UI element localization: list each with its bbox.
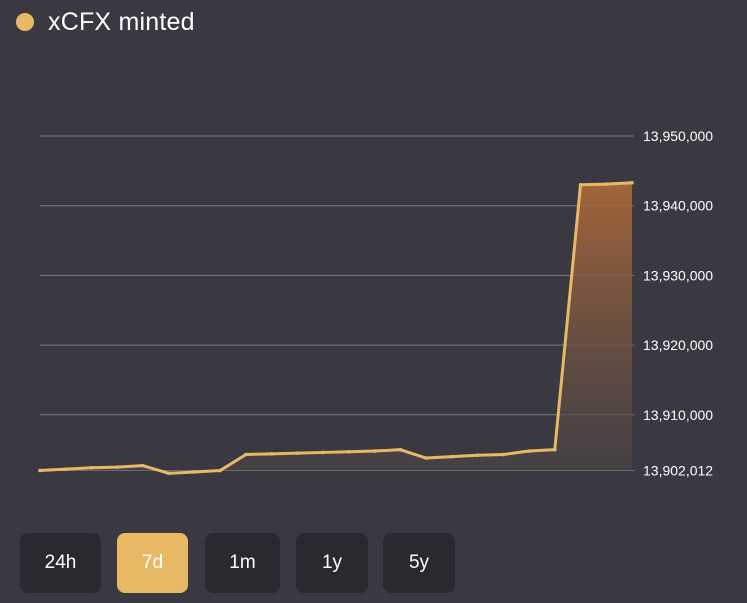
data-point: [398, 447, 403, 452]
area-fill-path: [40, 182, 632, 474]
data-point: [63, 467, 68, 471]
data-point: [630, 180, 634, 185]
range-button-label: 5y: [408, 552, 430, 573]
data-point: [424, 456, 428, 460]
chart-header: xCFX minted: [16, 6, 195, 38]
area-chart: 13,950,000 13,940,000 13,930,000 13,920,000…: [38, 128, 713, 478]
data-point: [501, 452, 506, 457]
data-point: [295, 451, 300, 455]
series-line: [39, 181, 633, 475]
data-point: [372, 449, 377, 453]
data-point: [347, 449, 351, 454]
data-point: [166, 471, 171, 476]
data-point: [552, 447, 557, 452]
series-line-path: [39, 181, 633, 475]
range-button-7d[interactable]: 7d: [117, 533, 188, 593]
y-tick-label: 13,920,000: [643, 337, 713, 353]
y-tick-label: 13,902,012: [643, 462, 713, 478]
data-point: [604, 182, 609, 186]
y-tick-label: 13,930,000: [643, 267, 713, 283]
data-point: [450, 454, 454, 459]
series-dot-icon: [16, 13, 34, 31]
data-point: [89, 465, 94, 470]
area-fill: [40, 182, 632, 474]
data-point: [269, 452, 274, 456]
data-point: [527, 449, 531, 453]
data-point: [321, 450, 325, 455]
grid-lines: [40, 135, 634, 471]
chart-area: 13,950,000 13,940,000 13,930,000 13,920,000…: [38, 128, 713, 478]
data-point: [38, 468, 42, 473]
data-point: [244, 452, 248, 457]
data-point: [475, 453, 480, 458]
y-tick-label: 13,940,000: [643, 198, 713, 214]
data-point: [115, 465, 120, 469]
range-button-24h[interactable]: 24h: [20, 533, 101, 593]
series-points: [38, 180, 634, 476]
range-button-label: 7d: [141, 552, 164, 573]
range-button-1y[interactable]: 1y: [296, 533, 368, 593]
range-button-1m[interactable]: 1m: [205, 533, 280, 593]
data-point: [141, 463, 145, 468]
data-point: [192, 470, 197, 474]
range-button-label: 1m: [229, 552, 256, 573]
data-point: [578, 182, 583, 187]
range-button-label: 1y: [321, 552, 343, 573]
y-tick-label: 13,910,000: [643, 407, 713, 423]
y-tick-label: 13,950,000: [643, 128, 713, 144]
chart-title: xCFX minted: [48, 7, 195, 36]
range-button-5y[interactable]: 5y: [383, 533, 455, 593]
data-point: [218, 468, 222, 473]
range-button-label: 24h: [44, 552, 77, 573]
y-tick-labels: 13,950,000 13,940,000 13,930,000 13,920,000…: [643, 128, 713, 478]
